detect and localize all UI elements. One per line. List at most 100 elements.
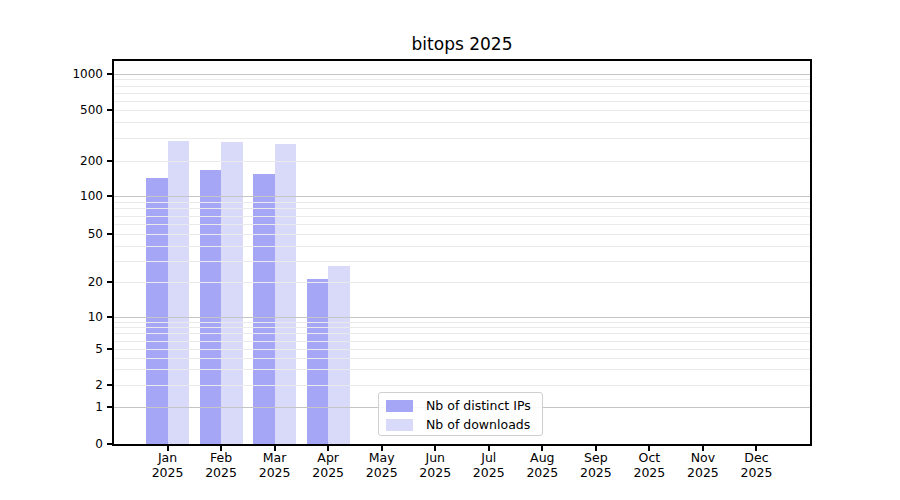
bar-distinct-ips <box>146 178 168 444</box>
x-tick-label: Sep2025 <box>566 450 626 480</box>
gridline-minor <box>114 341 810 342</box>
gridline-minor <box>114 101 810 102</box>
gridline-minor <box>114 282 810 283</box>
x-tick-label-year: 2025 <box>673 465 733 480</box>
bar-downloads <box>328 266 350 444</box>
x-tick-label-month: Jun <box>405 450 465 465</box>
x-tick-label: Apr2025 <box>298 450 358 480</box>
gridline-major <box>114 74 810 75</box>
gridline-minor <box>114 261 810 262</box>
gridline-minor <box>114 138 810 139</box>
x-tick-label: Nov2025 <box>673 450 733 480</box>
y-tick-label: 1000 <box>40 66 103 82</box>
legend: Nb of distinct IPsNb of downloads <box>378 392 543 436</box>
y-tick-label: 200 <box>40 153 103 169</box>
x-tick-label-year: 2025 <box>619 465 679 480</box>
x-tick-label-month: Aug <box>512 450 572 465</box>
x-tick-label-month: Jul <box>459 450 519 465</box>
gridline-major <box>114 196 810 197</box>
bars-layer <box>114 61 810 444</box>
x-tick-label-month: May <box>352 450 412 465</box>
y-tick-label: 10 <box>40 309 103 325</box>
legend-item: Nb of distinct IPs <box>379 396 542 415</box>
bar-downloads <box>221 142 243 444</box>
x-tick-label-year: 2025 <box>298 465 358 480</box>
y-tick-mark <box>107 443 112 445</box>
y-tick-label: 500 <box>40 102 103 118</box>
bar-distinct-ips <box>253 174 275 444</box>
gridline-minor <box>114 86 810 87</box>
gridline-minor <box>114 369 810 370</box>
y-tick-label: 5 <box>40 341 103 357</box>
x-tick-label: Mar2025 <box>245 450 305 480</box>
y-tick-mark <box>107 195 112 197</box>
x-tick-label-year: 2025 <box>191 465 251 480</box>
chart-title: bitops 2025 <box>112 34 812 54</box>
x-tick-label-month: Oct <box>619 450 679 465</box>
x-tick-label-year: 2025 <box>459 465 519 480</box>
x-tick-label: Feb2025 <box>191 450 251 480</box>
gridline-minor <box>114 110 810 111</box>
legend-swatch-downloads <box>386 419 413 431</box>
x-tick-label: Dec2025 <box>726 450 786 480</box>
x-tick-label-year: 2025 <box>138 465 198 480</box>
x-tick-label-month: Dec <box>726 450 786 465</box>
x-tick-label-month: Nov <box>673 450 733 465</box>
x-tick-label-month: Apr <box>298 450 358 465</box>
y-tick-label: 0 <box>40 436 103 452</box>
y-tick-mark <box>107 406 112 408</box>
x-tick-label: Oct2025 <box>619 450 679 480</box>
gridline-minor <box>114 234 810 235</box>
legend-label: Nb of distinct IPs <box>426 396 531 415</box>
x-tick-label-year: 2025 <box>726 465 786 480</box>
bar-downloads <box>275 144 297 444</box>
plot-area <box>112 59 812 446</box>
gridline-minor <box>114 216 810 217</box>
gridline-minor <box>114 122 810 123</box>
legend-label: Nb of downloads <box>426 415 530 434</box>
x-tick-label-month: Sep <box>566 450 626 465</box>
x-tick-label: Aug2025 <box>512 450 572 480</box>
gridline-minor <box>114 224 810 225</box>
gridline-minor <box>114 202 810 203</box>
x-tick-label-month: Mar <box>245 450 305 465</box>
x-tick-label: Jan2025 <box>138 450 198 480</box>
x-tick-label-year: 2025 <box>405 465 465 480</box>
y-tick-mark <box>107 348 112 350</box>
y-tick-label: 50 <box>40 226 103 242</box>
gridline-minor <box>114 322 810 323</box>
x-tick-label-year: 2025 <box>245 465 305 480</box>
y-tick-mark <box>107 109 112 111</box>
y-tick-mark <box>107 73 112 75</box>
x-tick-label-month: Feb <box>191 450 251 465</box>
bar-distinct-ips <box>200 170 222 444</box>
chart-figure: bitops 2025 01251020501002005001000 Jan2… <box>0 0 900 500</box>
x-tick-label-year: 2025 <box>566 465 626 480</box>
y-tick-mark <box>107 384 112 386</box>
x-tick-label: Jun2025 <box>405 450 465 480</box>
gridline-minor <box>114 358 810 359</box>
x-tick-label-year: 2025 <box>512 465 572 480</box>
legend-swatch-distinct-ips <box>386 400 413 412</box>
y-tick-label: 2 <box>40 377 103 393</box>
x-tick-label-month: Jan <box>138 450 198 465</box>
gridline-minor <box>114 93 810 94</box>
gridline-minor <box>114 161 810 162</box>
x-tick-label: May2025 <box>352 450 412 480</box>
y-tick-mark <box>107 316 112 318</box>
gridline-minor <box>114 246 810 247</box>
gridline-minor <box>114 349 810 350</box>
x-tick-label-year: 2025 <box>352 465 412 480</box>
gridline-major <box>114 317 810 318</box>
y-tick-mark <box>107 160 112 162</box>
gridline-minor <box>114 327 810 328</box>
bar-downloads <box>168 141 190 444</box>
gridline-minor <box>114 333 810 334</box>
legend-items: Nb of distinct IPsNb of downloads <box>379 396 542 434</box>
y-tick-label: 100 <box>40 188 103 204</box>
gridlines-layer <box>114 61 810 444</box>
y-tick-label: 1 <box>40 399 103 415</box>
gridline-minor <box>114 79 810 80</box>
bar-distinct-ips <box>307 279 329 444</box>
x-tick-label: Jul2025 <box>459 450 519 480</box>
